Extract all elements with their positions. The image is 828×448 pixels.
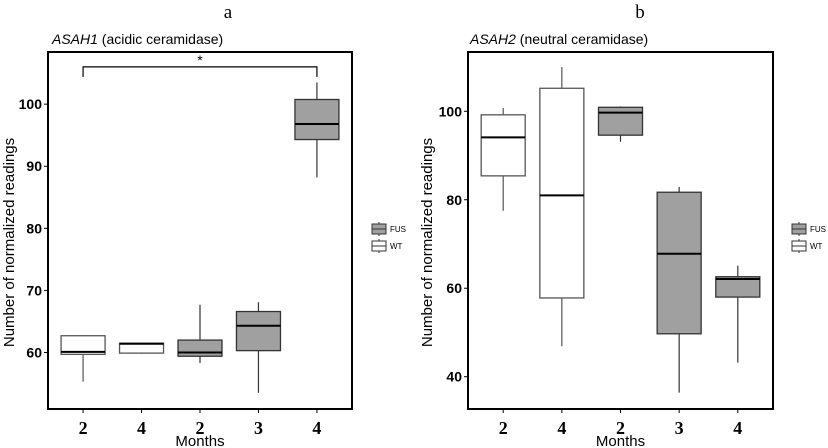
box-iqr [235,310,282,352]
x-tick-label: 4 [733,418,742,438]
box-fus-4 [715,265,761,363]
x-tick-label: 2 [79,418,88,438]
chart-subtitle: ASAH2 (neutral ceramidase) [469,31,648,47]
x-tick-label: 3 [254,418,263,438]
box-fus-4 [294,82,340,178]
box-wt-2 [480,107,526,211]
y-axis-label: Number of normalized readings [419,138,436,347]
significance-star: * [197,52,203,68]
x-axis-label: Months [175,433,224,448]
box-fus-2 [177,304,223,364]
legend-item-fus: FUS [791,222,826,236]
y-tick-label: 40 [446,369,462,385]
box-wt-4 [118,342,165,354]
legend-item-wt: WT [371,239,403,253]
x-tick-label: 3 [675,418,684,438]
significance-bracket [82,66,318,77]
y-tick-label: 80 [26,220,42,236]
box-wt-4 [539,67,585,347]
subtitle-rest: (neutral ceramidase) [516,31,648,47]
box-iqr [539,87,585,299]
y-tick-label: 60 [26,345,42,361]
legend-label: FUS [390,225,406,234]
box-iqr [656,191,702,335]
box-fus-3 [235,302,282,393]
box-iqr [294,98,340,141]
x-tick-label: 2 [499,418,508,438]
box-iqr [480,114,526,177]
gene-name: ASAH1 [51,31,98,47]
box-iqr [60,335,106,356]
x-tick-label: 4 [137,418,146,438]
box-fus-2 [597,106,644,142]
box-wt-2 [60,335,106,382]
y-tick-label: 100 [19,96,43,112]
subtitle-rest: (acidic ceramidase) [98,31,223,47]
legend-label: WT [390,242,403,251]
legend-item-wt: WT [791,239,823,253]
x-tick-label: 4 [557,418,566,438]
legend-label: WT [810,242,823,251]
chart-panel-b: b ASAH2 (neutral ceramidase) 40 60 80 100 2 4 2 3… [419,2,826,448]
gene-name: ASAH2 [469,31,516,47]
y-tick-label: 70 [26,282,42,298]
panel-label: a [224,2,233,23]
box-iqr [177,339,223,357]
panel-label: b [635,2,645,23]
box-iqr [715,276,761,298]
box-iqr [597,106,644,136]
x-tick-label: 2 [616,418,625,438]
x-tick-label: 2 [196,418,205,438]
y-axis-label: Number of normalized readings [1,138,18,347]
x-tick-label: 4 [312,418,321,438]
y-tick-label: 80 [446,192,462,208]
plot-frame [467,51,774,410]
chart-subtitle: ASAH1 (acidic ceramidase) [51,31,223,47]
x-axis-label: Months [596,433,645,448]
y-tick-label: 60 [446,280,462,296]
y-tick-label: 90 [26,158,42,174]
legend-item-fus: FUS [371,222,406,236]
box-fus-3 [656,186,702,393]
legend-label: FUS [810,225,826,234]
y-tick-label: 100 [439,103,463,119]
